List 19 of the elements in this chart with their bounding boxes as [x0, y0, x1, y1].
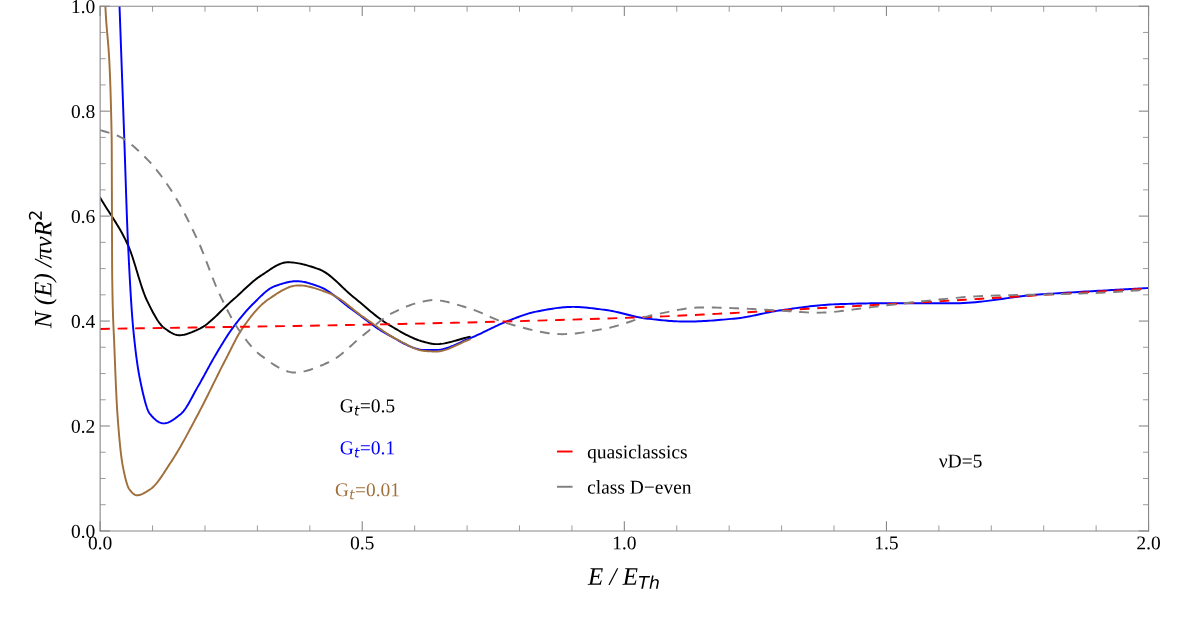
- y-axis-title: N (E) /πνR$^{2}$: [28, 211, 57, 329]
- y-tick-label: 0.8: [71, 104, 95, 119]
- x-tick-label: 0.5: [350, 536, 374, 550]
- legend-label: class D−even: [587, 480, 692, 494]
- x-tick-label: 1.5: [876, 536, 898, 550]
- y-tick-label: 0.2: [71, 419, 95, 434]
- y-tick-label: 1.0: [72, 0, 95, 14]
- y-tick-label: 0.4: [71, 314, 95, 329]
- text: G$_{t}$=0.5: [340, 399, 395, 416]
- x-tick-label: 0.0: [88, 536, 112, 550]
- y-tick-label: 0.0: [71, 524, 95, 538]
- x-tick-label: 2.0: [1137, 536, 1160, 550]
- x-axis-title: E / E$_{Th}$: [587, 568, 659, 589]
- x-tick-label: 1.0: [613, 536, 636, 550]
- annotation: νD=5: [938, 454, 982, 468]
- legend-label: quasiclassics: [587, 444, 687, 463]
- text: G$_{t}$=0.1: [340, 441, 394, 458]
- text: G$_{t}$=0.01: [335, 483, 399, 500]
- y-tick-label: 0.6: [71, 209, 95, 224]
